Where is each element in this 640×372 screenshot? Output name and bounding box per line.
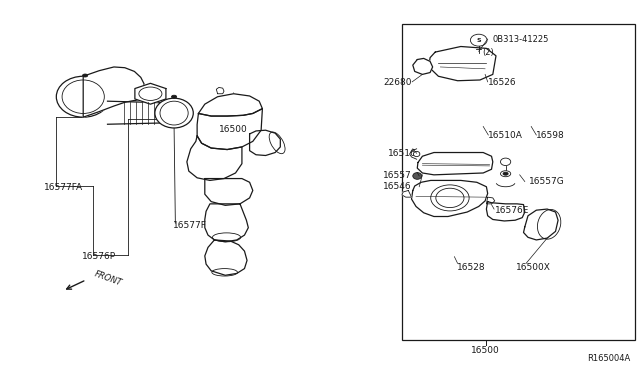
- Bar: [402, 24, 635, 340]
- Polygon shape: [205, 179, 253, 205]
- Text: 16598: 16598: [536, 131, 565, 140]
- Text: S: S: [476, 38, 481, 43]
- Ellipse shape: [470, 34, 487, 46]
- Polygon shape: [413, 58, 433, 74]
- Polygon shape: [402, 190, 412, 197]
- Polygon shape: [197, 109, 262, 150]
- Ellipse shape: [500, 171, 511, 177]
- Text: 16576P: 16576P: [82, 252, 116, 261]
- Polygon shape: [250, 130, 280, 155]
- Text: 16516: 16516: [388, 149, 417, 158]
- Ellipse shape: [500, 158, 511, 166]
- Polygon shape: [429, 46, 496, 81]
- Polygon shape: [524, 209, 558, 240]
- Text: 16500: 16500: [471, 346, 499, 355]
- Ellipse shape: [503, 172, 508, 175]
- Ellipse shape: [413, 151, 420, 157]
- Text: 16577F: 16577F: [173, 221, 207, 230]
- Polygon shape: [412, 180, 488, 217]
- Polygon shape: [486, 197, 495, 204]
- Ellipse shape: [56, 76, 110, 117]
- Text: (2): (2): [482, 48, 493, 57]
- Text: 16500X: 16500X: [516, 263, 550, 272]
- Text: 0B313-41225: 0B313-41225: [493, 35, 549, 44]
- Text: 16557G: 16557G: [529, 177, 564, 186]
- Text: 16546: 16546: [383, 182, 412, 191]
- Polygon shape: [187, 136, 242, 180]
- Ellipse shape: [155, 98, 193, 128]
- Polygon shape: [417, 153, 493, 175]
- Polygon shape: [198, 94, 262, 116]
- Text: FRONT: FRONT: [93, 269, 123, 288]
- Ellipse shape: [160, 101, 188, 125]
- Text: 22680: 22680: [383, 78, 412, 87]
- Polygon shape: [205, 240, 247, 275]
- Text: R165004A: R165004A: [587, 355, 630, 363]
- Text: 16577FA: 16577FA: [44, 183, 83, 192]
- Polygon shape: [216, 87, 224, 94]
- Ellipse shape: [83, 74, 88, 77]
- Text: 16557: 16557: [383, 171, 412, 180]
- Polygon shape: [486, 202, 525, 221]
- Text: 16526: 16526: [488, 78, 516, 87]
- Polygon shape: [135, 83, 166, 104]
- Text: 16510A: 16510A: [488, 131, 522, 140]
- Text: 16500: 16500: [220, 125, 248, 134]
- Ellipse shape: [413, 173, 422, 179]
- Text: 16528: 16528: [457, 263, 486, 272]
- Polygon shape: [205, 204, 248, 242]
- Ellipse shape: [172, 95, 177, 98]
- Text: 16576E: 16576E: [495, 206, 530, 215]
- Polygon shape: [83, 67, 144, 117]
- Ellipse shape: [62, 80, 104, 113]
